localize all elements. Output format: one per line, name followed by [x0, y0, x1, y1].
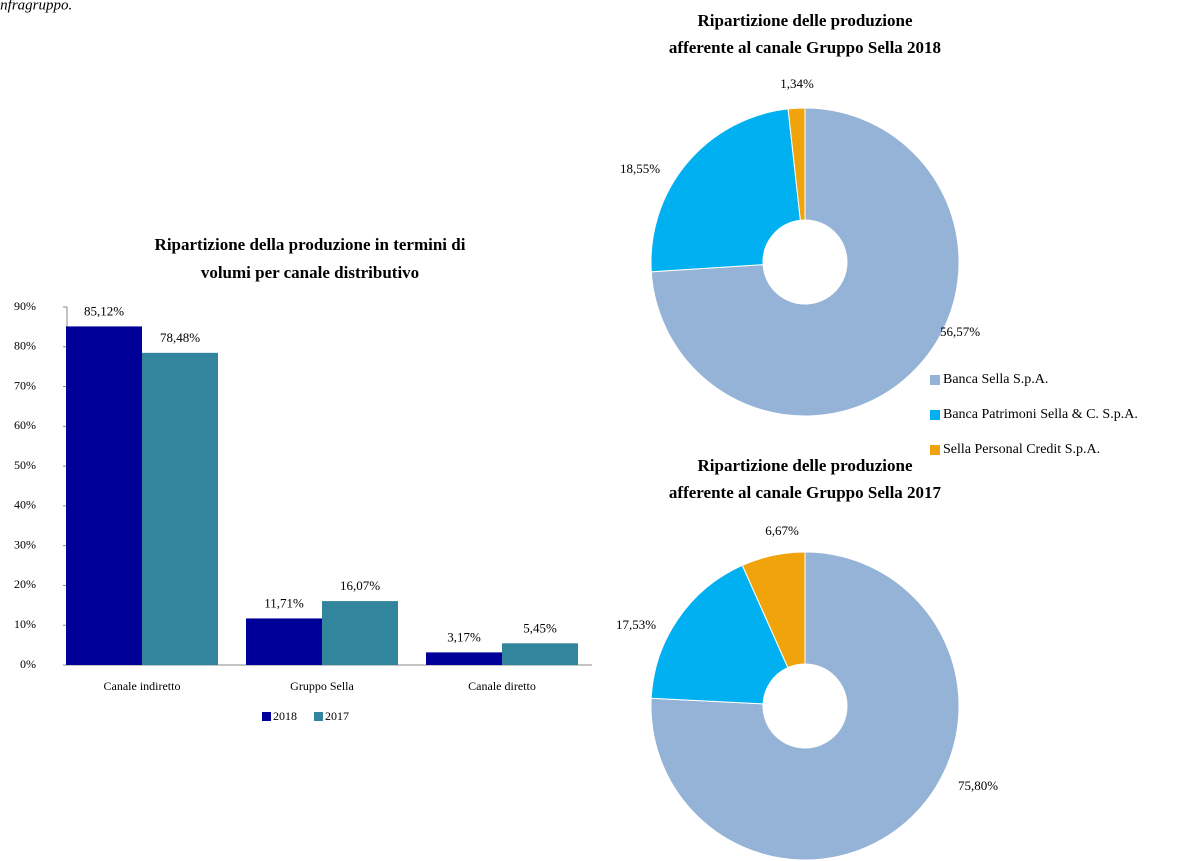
data-label: 75,80%	[958, 778, 998, 793]
legend-label: Banca Patrimoni Sella & C. S.p.A.	[943, 407, 1138, 422]
y-tick-label: 60%	[14, 418, 36, 432]
y-tick-label: 20%	[14, 577, 36, 591]
chart-title: afferente al canale Gruppo Sella 2017	[669, 483, 942, 502]
data-label: 18,55%	[620, 161, 660, 176]
y-tick-label: 30%	[14, 537, 36, 551]
data-label: 11,71%	[264, 595, 304, 610]
donut-slice	[650, 107, 960, 417]
donut-slice	[650, 108, 801, 273]
donut-slice	[650, 564, 789, 705]
legend-swatch	[262, 712, 271, 721]
x-tick-label: Canale diretto	[468, 679, 536, 693]
chart-title: afferente al canale Gruppo Sella 2018	[669, 38, 941, 57]
donut-slice	[741, 551, 806, 669]
y-tick-label: 10%	[14, 617, 36, 631]
y-tick-label: 50%	[14, 458, 36, 472]
data-label: 56,57%	[940, 324, 980, 339]
bar	[426, 652, 502, 665]
legend-swatch	[930, 445, 940, 455]
data-label: 6,67%	[765, 523, 799, 538]
chart-title: Ripartizione delle produzione	[697, 11, 912, 30]
x-tick-label: Canale indiretto	[104, 679, 181, 693]
data-label: 3,17%	[447, 629, 481, 644]
y-tick-label: 90%	[14, 299, 36, 313]
legend-swatch	[930, 375, 940, 385]
bar	[322, 601, 398, 665]
data-label: 16,07%	[340, 578, 380, 593]
donut-slice	[650, 551, 960, 861]
donut-slice	[787, 107, 806, 221]
data-label: 1,34%	[780, 76, 814, 91]
chart-title: Ripartizione della produzione in termini…	[155, 235, 466, 254]
y-tick-label: 40%	[14, 498, 36, 512]
data-label: 5,45%	[523, 620, 557, 635]
bar	[142, 352, 218, 665]
legend-label: Banca Sella S.p.A.	[943, 372, 1048, 387]
legend-swatch	[930, 410, 940, 420]
chart-title: volumi per canale distributivo	[201, 263, 419, 282]
bar	[502, 643, 578, 665]
chart-title: Ripartizione delle produzione	[697, 456, 912, 475]
legend-label: Sella Personal Credit S.p.A.	[943, 442, 1100, 457]
data-label: 17,53%	[616, 617, 656, 632]
y-tick-label: 0%	[20, 657, 36, 671]
y-tick-label: 70%	[14, 378, 36, 392]
y-tick-label: 80%	[14, 339, 36, 353]
legend-swatch	[314, 712, 323, 721]
data-label: 85,12%	[84, 303, 124, 318]
caption: infragruppo.	[0, 0, 72, 13]
legend-label: 2018	[273, 709, 297, 723]
legend-label: 2017	[325, 709, 349, 723]
bar	[66, 326, 142, 665]
data-label: 78,48%	[160, 330, 200, 345]
x-tick-label: Gruppo Sella	[290, 679, 354, 693]
bar	[246, 618, 322, 665]
